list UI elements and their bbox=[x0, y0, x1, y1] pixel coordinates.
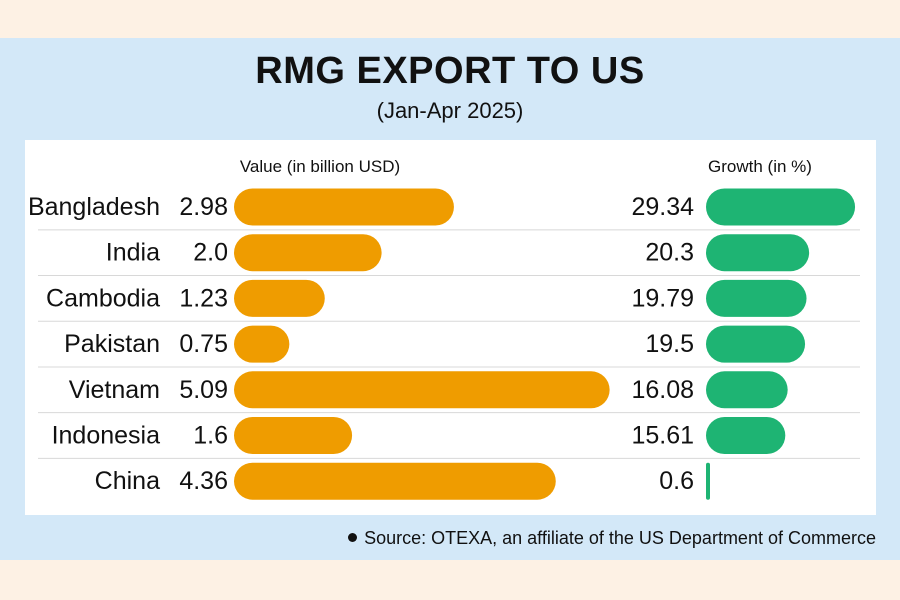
category-label-bangladesh: Bangladesh bbox=[28, 193, 160, 221]
growth-label: 15.61 bbox=[631, 422, 694, 450]
bullet-dot bbox=[348, 532, 358, 542]
growth-bar bbox=[706, 234, 810, 272]
value-label: 4.36 bbox=[179, 467, 228, 495]
growth-label: 20.3 bbox=[645, 239, 694, 267]
value-label: 2.0 bbox=[193, 239, 228, 267]
chart-subtitle: (Jan-Apr 2025) bbox=[376, 98, 524, 123]
value-label: 1.6 bbox=[193, 422, 228, 450]
source-note: Source: OTEXA, an affiliate of the US De… bbox=[348, 528, 876, 549]
growth-label: 19.5 bbox=[645, 330, 694, 358]
source-text: Source: OTEXA, an affiliate of the US De… bbox=[364, 528, 876, 548]
growth-bar bbox=[706, 325, 806, 363]
value-bar bbox=[234, 234, 382, 272]
category-label-vietnam: Vietnam bbox=[69, 376, 160, 404]
value-bar bbox=[234, 188, 454, 226]
growth-bar bbox=[706, 417, 786, 454]
value-bar bbox=[234, 371, 610, 409]
category-label-pakistan: Pakistan bbox=[64, 330, 160, 358]
growth-label: 16.08 bbox=[631, 376, 694, 404]
category-label-india: India bbox=[106, 239, 160, 267]
value-bar bbox=[234, 325, 290, 363]
growth-bar bbox=[706, 279, 807, 317]
chart-title: RMG EXPORT TO US bbox=[255, 50, 645, 92]
value-label: 0.75 bbox=[179, 330, 228, 358]
value-label: 5.09 bbox=[179, 376, 228, 404]
growth-bar bbox=[706, 371, 788, 409]
category-label-china: China bbox=[95, 467, 160, 495]
growth-column-header: Growth (in %) bbox=[708, 157, 812, 176]
growth-label: 29.34 bbox=[631, 193, 694, 221]
growth-label: 19.79 bbox=[631, 284, 694, 312]
value-bar bbox=[234, 279, 325, 317]
category-label-indonesia: Indonesia bbox=[52, 422, 161, 450]
category-label-cambodia: Cambodia bbox=[46, 284, 160, 312]
value-bar bbox=[234, 462, 556, 500]
value-label: 2.98 bbox=[179, 193, 228, 221]
growth-bar bbox=[706, 462, 710, 500]
growth-bar bbox=[706, 188, 856, 226]
value-column-header: Value (in billion USD) bbox=[239, 157, 401, 176]
growth-label: 0.6 bbox=[659, 467, 694, 495]
value-label: 1.23 bbox=[179, 284, 228, 312]
value-bar bbox=[234, 417, 353, 454]
